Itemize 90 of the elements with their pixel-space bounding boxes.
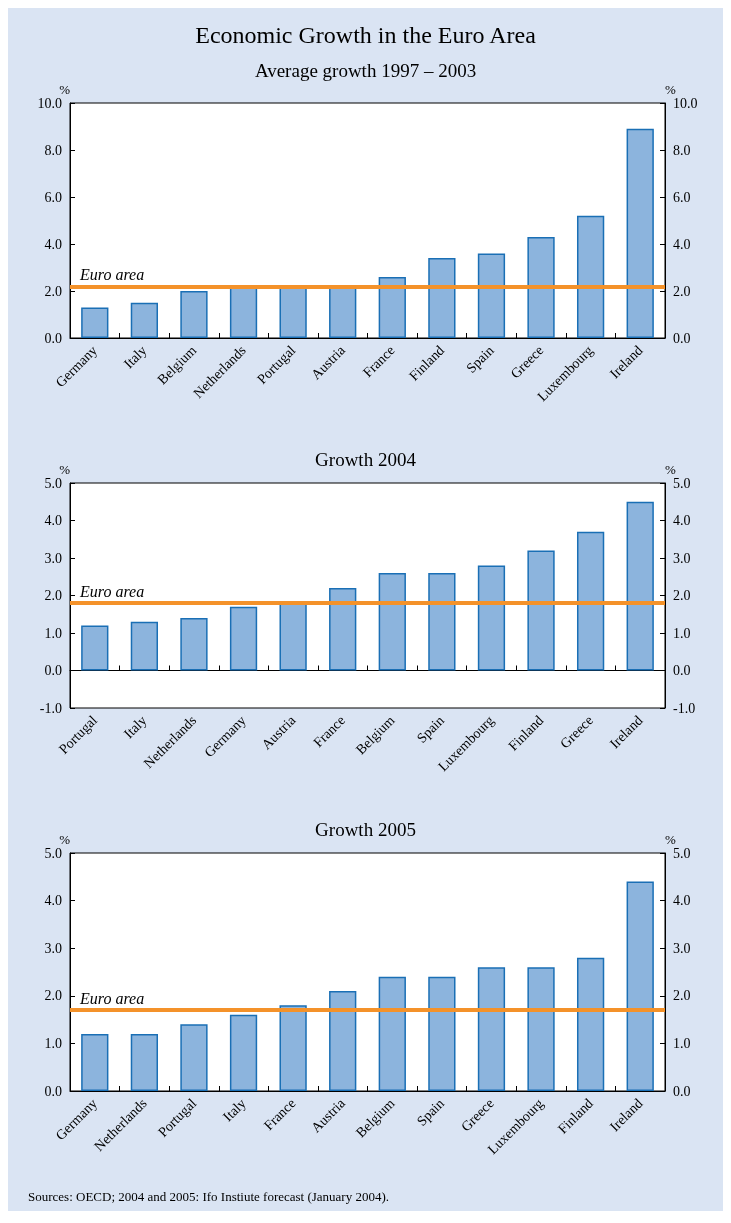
bar xyxy=(130,621,159,671)
bar xyxy=(576,531,605,671)
y-tick-label: 4.0 xyxy=(44,513,62,528)
y2-tick-label: 10.0 xyxy=(673,95,698,111)
y2-tick-label: -1.0 xyxy=(673,700,696,716)
y-tick-label: 5.0 xyxy=(44,475,62,491)
y-tick-label: 8.0 xyxy=(44,142,62,158)
bar xyxy=(576,957,605,1091)
bar xyxy=(626,128,654,338)
chart-title: Growth 2005 xyxy=(315,819,416,840)
y-tick-label: 2.0 xyxy=(44,988,62,1004)
bar xyxy=(477,565,506,671)
bar xyxy=(279,1005,307,1091)
chart-title: Economic Growth in the Euro Area xyxy=(195,22,537,48)
bar xyxy=(626,881,654,1091)
bar xyxy=(378,573,406,671)
y-tick-label: 0.0 xyxy=(44,330,62,346)
bar xyxy=(428,976,456,1091)
bar xyxy=(428,258,456,338)
source-note: Sources: OECD; 2004 and 2005: Ifo Instiute forecast (January 2004). xyxy=(28,1189,390,1204)
bar xyxy=(576,215,605,338)
bar xyxy=(329,588,357,671)
y2-tick-label: 2.0 xyxy=(673,283,691,299)
y-tick-label: 1.0 xyxy=(44,625,62,641)
bar xyxy=(229,1014,258,1091)
bar xyxy=(527,967,555,1091)
bar xyxy=(477,253,506,338)
bar xyxy=(180,618,208,671)
y2-tick-label: 2.0 xyxy=(673,588,691,603)
bar xyxy=(329,286,357,338)
y-tick-label: 4.0 xyxy=(44,236,62,252)
y-tick-label: 1.0 xyxy=(44,1035,62,1051)
y-tick-label: 0.0 xyxy=(44,663,62,678)
x-tick-label: Italy xyxy=(120,342,150,372)
bar xyxy=(527,550,555,671)
x-tick-label: Italy xyxy=(220,1095,249,1125)
ref-line-label: Euro area xyxy=(79,582,145,600)
y-tick-label: 2.0 xyxy=(44,588,62,603)
y2-tick-label: 4.0 xyxy=(673,236,691,252)
y2-tick-label: 5.0 xyxy=(673,475,691,491)
y-axis-title: % xyxy=(59,82,71,98)
bar xyxy=(329,991,357,1091)
ref-line-label: Euro area xyxy=(79,989,145,1007)
y-axis-title: % xyxy=(59,462,71,478)
y2-tick-label: 0.0 xyxy=(673,330,691,346)
ref-line-label: Euro area xyxy=(79,265,145,283)
bar xyxy=(180,1024,208,1091)
y2-tick-label: 3.0 xyxy=(673,940,691,956)
bar xyxy=(130,302,159,338)
bar xyxy=(378,276,406,338)
bar xyxy=(279,286,307,338)
y2-tick-label: 4.0 xyxy=(673,513,691,528)
bar xyxy=(229,286,258,338)
bar xyxy=(527,236,555,338)
bar xyxy=(81,1033,109,1091)
bar xyxy=(279,603,307,671)
y2-tick-label: 0.0 xyxy=(673,663,691,678)
y-tick-label: 3.0 xyxy=(44,940,62,956)
y-axis-title: % xyxy=(59,832,71,848)
bar xyxy=(81,625,109,671)
y2-tick-label: 5.0 xyxy=(673,845,691,861)
y2-tick-label: 0.0 xyxy=(673,1083,691,1099)
y-tick-label: 3.0 xyxy=(44,550,62,566)
y-tick-label: 10.0 xyxy=(37,95,62,111)
y2-tick-label: 4.0 xyxy=(673,893,691,909)
y2-axis-title: % xyxy=(665,82,676,98)
y2-tick-label: 1.0 xyxy=(673,1035,691,1051)
y-tick-label: -1.0 xyxy=(39,700,62,716)
y2-tick-label: 3.0 xyxy=(673,550,691,566)
y-tick-label: 0.0 xyxy=(44,1083,62,1099)
y2-tick-label: 1.0 xyxy=(673,625,691,641)
y2-axis-title: % xyxy=(665,832,676,848)
y2-tick-label: 2.0 xyxy=(673,988,691,1004)
y2-tick-label: 6.0 xyxy=(673,189,691,205)
bar xyxy=(378,976,406,1091)
chart-subtitle: Average growth 1997 – 2003 xyxy=(254,60,477,81)
y-tick-label: 5.0 xyxy=(44,845,62,861)
bar xyxy=(477,967,506,1091)
y-tick-label: 4.0 xyxy=(44,893,62,909)
bar xyxy=(81,307,109,338)
y2-axis-title: % xyxy=(665,462,676,478)
bar xyxy=(428,573,456,671)
bar xyxy=(130,1033,159,1091)
bar xyxy=(229,606,258,671)
y-tick-label: 6.0 xyxy=(44,189,62,205)
chart-title: Growth 2004 xyxy=(315,449,417,470)
bar xyxy=(180,291,208,338)
y2-tick-label: 8.0 xyxy=(673,142,691,158)
y-tick-label: 2.0 xyxy=(44,283,62,299)
bar xyxy=(626,501,654,671)
